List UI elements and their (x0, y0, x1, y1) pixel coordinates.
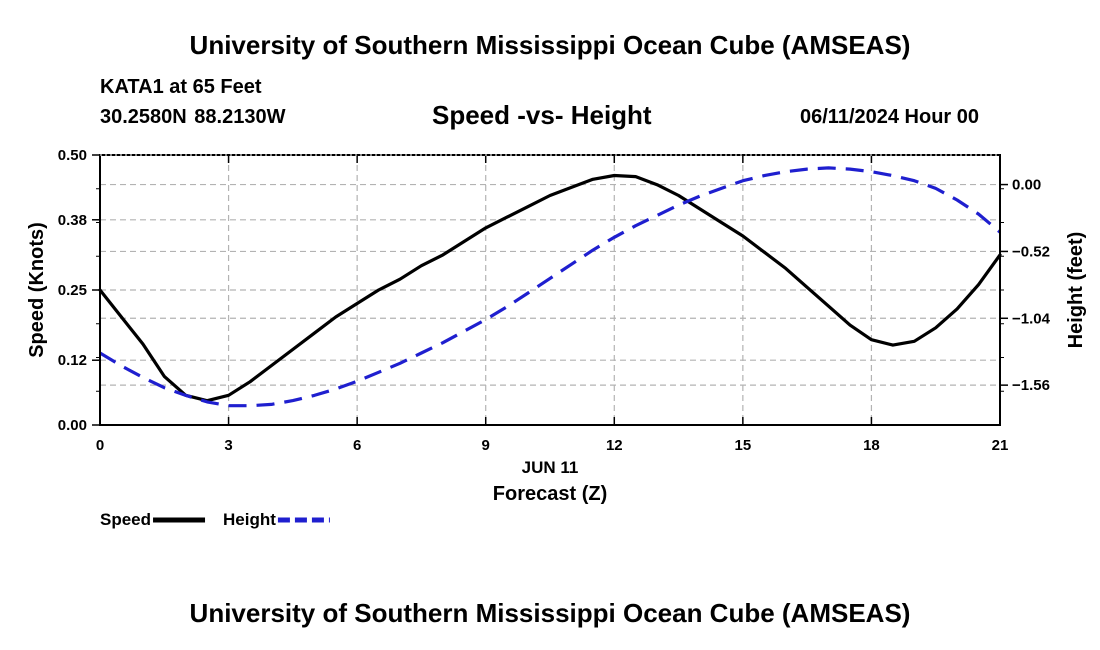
series-layer (98, 166, 1002, 408)
x-tick-label: 3 (224, 437, 232, 454)
y2-axis-label: Height (feet) (1065, 232, 1087, 349)
x-tick-label: 21 (992, 437, 1009, 454)
x-tick-label: 6 (353, 437, 361, 454)
chart-subtitle: Speed -vs- Height (432, 100, 652, 130)
forecast-datetime: 06/11/2024 Hour 00 (800, 106, 980, 128)
x-tick-label: 12 (606, 437, 623, 454)
series-line-height (99, 166, 1002, 408)
y2-tick-label: −1.04 (1012, 310, 1051, 327)
x-axis-label: Forecast (Z) (493, 483, 607, 505)
footer-title: University of Southern Mississippi Ocean… (189, 598, 911, 628)
y-tick-label: 0.50 (58, 147, 87, 164)
coordinates-label: 30.2580N 88.2130W (100, 106, 286, 128)
legend: Speed Height (100, 510, 330, 529)
y-tick-label: 0.12 (58, 352, 87, 369)
x-axis-date-label: JUN 11 (522, 458, 579, 477)
x-tick-label: 9 (482, 437, 490, 454)
series-line-speed (98, 173, 1002, 403)
axes: 0 3 6 9 12 15 18 21 0.00 0.12 0.25 0.38 0.50 0.00 −0.5… (58, 147, 1051, 454)
y-tick-label: 0.25 (58, 282, 87, 299)
station-label: KATA1 at 65 Feet (100, 76, 262, 98)
y2-tick-label: −0.52 (1012, 243, 1050, 260)
y2-tick-label: 0.00 (1012, 177, 1041, 194)
legend-label-speed: Speed (100, 510, 151, 529)
y-tick-label: 0.38 (58, 212, 87, 229)
y-axis-label: Speed (Knots) (26, 222, 48, 358)
x-tick-label: 18 (863, 437, 880, 454)
y2-tick-label: −1.56 (1012, 377, 1050, 394)
x-tick-label: 15 (735, 437, 752, 454)
y-tick-label: 0.00 (58, 417, 87, 434)
chart-grid (100, 155, 1000, 425)
legend-label-height: Height (223, 510, 276, 529)
chart-title: University of Southern Mississippi Ocean… (189, 30, 911, 60)
x-tick-label: 0 (96, 437, 104, 454)
